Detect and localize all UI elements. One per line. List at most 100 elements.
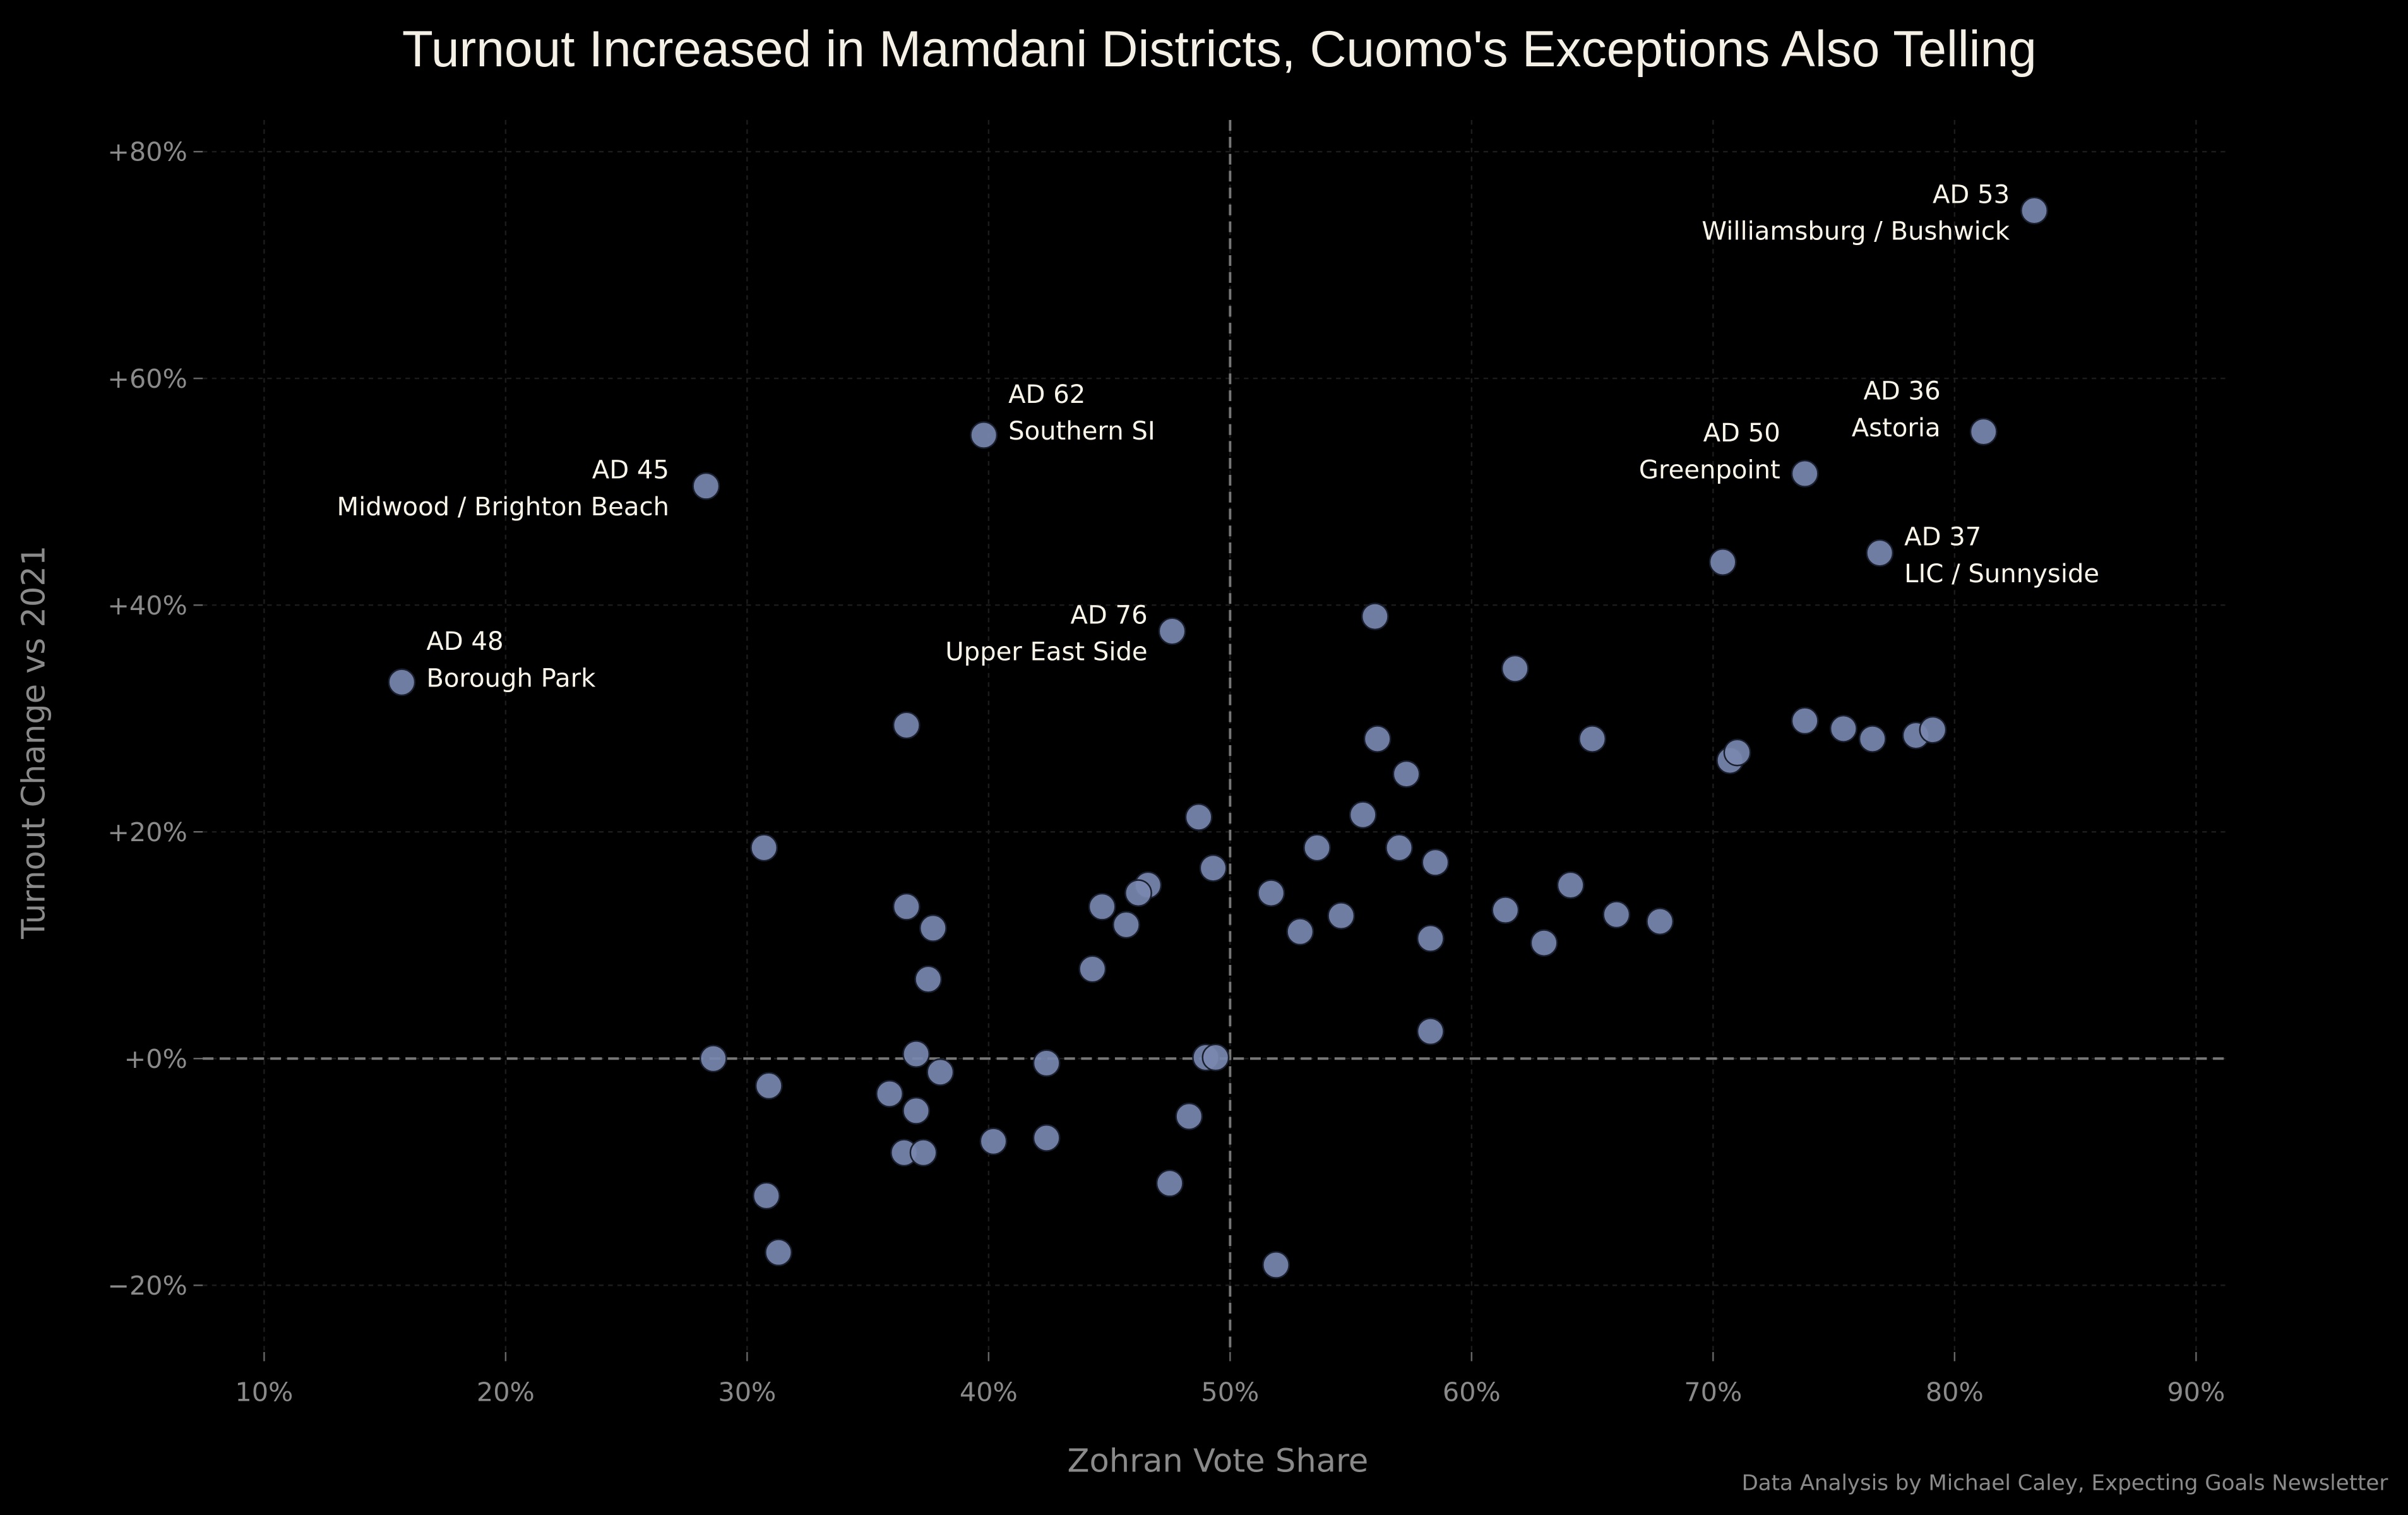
data-point (1175, 1102, 1203, 1130)
annotation-district: AD 36 (1863, 376, 1940, 405)
annotation-district: AD 50 (1703, 419, 1780, 448)
data-point (1646, 907, 1674, 935)
chart-title: Turnout Increased in Mamdani Districts, … (402, 21, 2037, 78)
data-point (892, 711, 921, 740)
data-point (1919, 716, 1947, 744)
data-point (1286, 918, 1314, 946)
data-point (2020, 196, 2048, 225)
data-point (876, 1080, 903, 1108)
data-point (1184, 803, 1213, 831)
data-point (1829, 714, 1857, 743)
data-point (753, 1182, 780, 1210)
annotation-district: AD 37 (1904, 522, 1981, 551)
annotation-district: AD 48 (426, 627, 503, 656)
data-point (1723, 738, 1751, 767)
data-point (1578, 725, 1606, 753)
data-point (388, 668, 416, 697)
annotation-area: Midwood / Brighton Beach (337, 493, 669, 522)
data-point (1363, 725, 1392, 753)
x-tick-label: 60% (1443, 1377, 1501, 1408)
data-point (1349, 801, 1377, 829)
x-tick-label: 20% (477, 1377, 535, 1408)
data-point (1392, 760, 1421, 788)
data-point (970, 421, 998, 449)
data-point (1866, 539, 1894, 567)
data-point (1112, 911, 1140, 939)
data-point (1078, 955, 1107, 983)
data-point (750, 834, 778, 862)
data-point (754, 1072, 783, 1100)
y-axis-ticks: −20% +0% +20% +40% +60% +80% (107, 137, 203, 1301)
y-tick-label: +60% (107, 364, 188, 394)
data-point (1361, 602, 1389, 631)
data-point (1257, 879, 1285, 907)
data-point (1421, 848, 1450, 877)
x-tick-label: 90% (2167, 1377, 2225, 1408)
data-point (1501, 654, 1529, 683)
y-axis-label: Turnout Change vs 2021 (16, 546, 53, 940)
data-point (1858, 725, 1886, 753)
data-point (1708, 548, 1737, 576)
annotation-area: Astoria (1852, 414, 1941, 443)
data-point (1124, 879, 1152, 907)
x-tick-label: 80% (1926, 1377, 1984, 1408)
x-tick-label: 10% (235, 1377, 293, 1408)
data-point (1385, 834, 1413, 862)
data-point (979, 1127, 1008, 1156)
data-point (692, 472, 720, 500)
data-point (1155, 1169, 1184, 1197)
y-tick-label: −20% (107, 1271, 188, 1301)
annotation-district: AD 45 (592, 456, 669, 485)
data-point (1201, 1043, 1230, 1072)
annotation-area: Williamsburg / Bushwick (1702, 217, 2010, 246)
x-tick-label: 50% (1201, 1377, 1259, 1408)
data-point (919, 914, 947, 942)
data-point (914, 965, 943, 993)
y-tick-label: +80% (107, 137, 188, 167)
annotation-district: AD 76 (1070, 601, 1147, 630)
data-point (1556, 871, 1585, 899)
reference-lines (203, 120, 2227, 1352)
data-point (1530, 929, 1558, 957)
data-point (902, 1096, 930, 1125)
data-point (892, 892, 921, 921)
data-point (1602, 901, 1631, 929)
y-tick-label: +0% (124, 1044, 188, 1074)
data-point (902, 1040, 930, 1068)
x-tick-label: 40% (960, 1377, 1018, 1408)
data-point (765, 1238, 792, 1267)
y-tick-label: +40% (107, 590, 188, 621)
data-point (1327, 902, 1356, 930)
annotation-area: Greenpoint (1639, 455, 1780, 484)
x-axis-ticks: 10% 20% 30% 40% 50% 60% 70% 80% 90% (235, 1351, 2225, 1408)
annotation-area: LIC / Sunnyside (1904, 560, 2099, 589)
annotation-area: Borough Park (426, 664, 596, 693)
annotation-district: AD 53 (1933, 180, 2010, 209)
data-point (1969, 417, 1998, 446)
data-point (1416, 1017, 1445, 1046)
x-tick-label: 70% (1684, 1377, 1742, 1408)
data-point (1303, 834, 1331, 862)
gridlines (203, 120, 2227, 1352)
data-point (699, 1045, 727, 1073)
annotation-area: Upper East Side (945, 638, 1147, 667)
data-point (1088, 892, 1116, 921)
data-point (1491, 896, 1520, 924)
y-tick-label: +20% (107, 817, 188, 847)
x-tick-label: 30% (718, 1377, 776, 1408)
data-points (388, 196, 2048, 1279)
data-point (1032, 1124, 1061, 1152)
annotation-area: Southern SI (1008, 417, 1155, 446)
data-point (926, 1058, 955, 1086)
data-point (1416, 925, 1445, 952)
x-axis-label: Zohran Vote Share (1067, 1443, 1368, 1480)
annotations: AD 53 Williamsburg / Bushwick AD 36 Astoria… (337, 180, 2099, 693)
data-point (1791, 707, 1819, 735)
data-point (909, 1139, 938, 1167)
data-point (1158, 617, 1186, 645)
data-point (1199, 854, 1227, 882)
data-point (1791, 460, 1819, 488)
annotation-district: AD 62 (1008, 380, 1085, 409)
